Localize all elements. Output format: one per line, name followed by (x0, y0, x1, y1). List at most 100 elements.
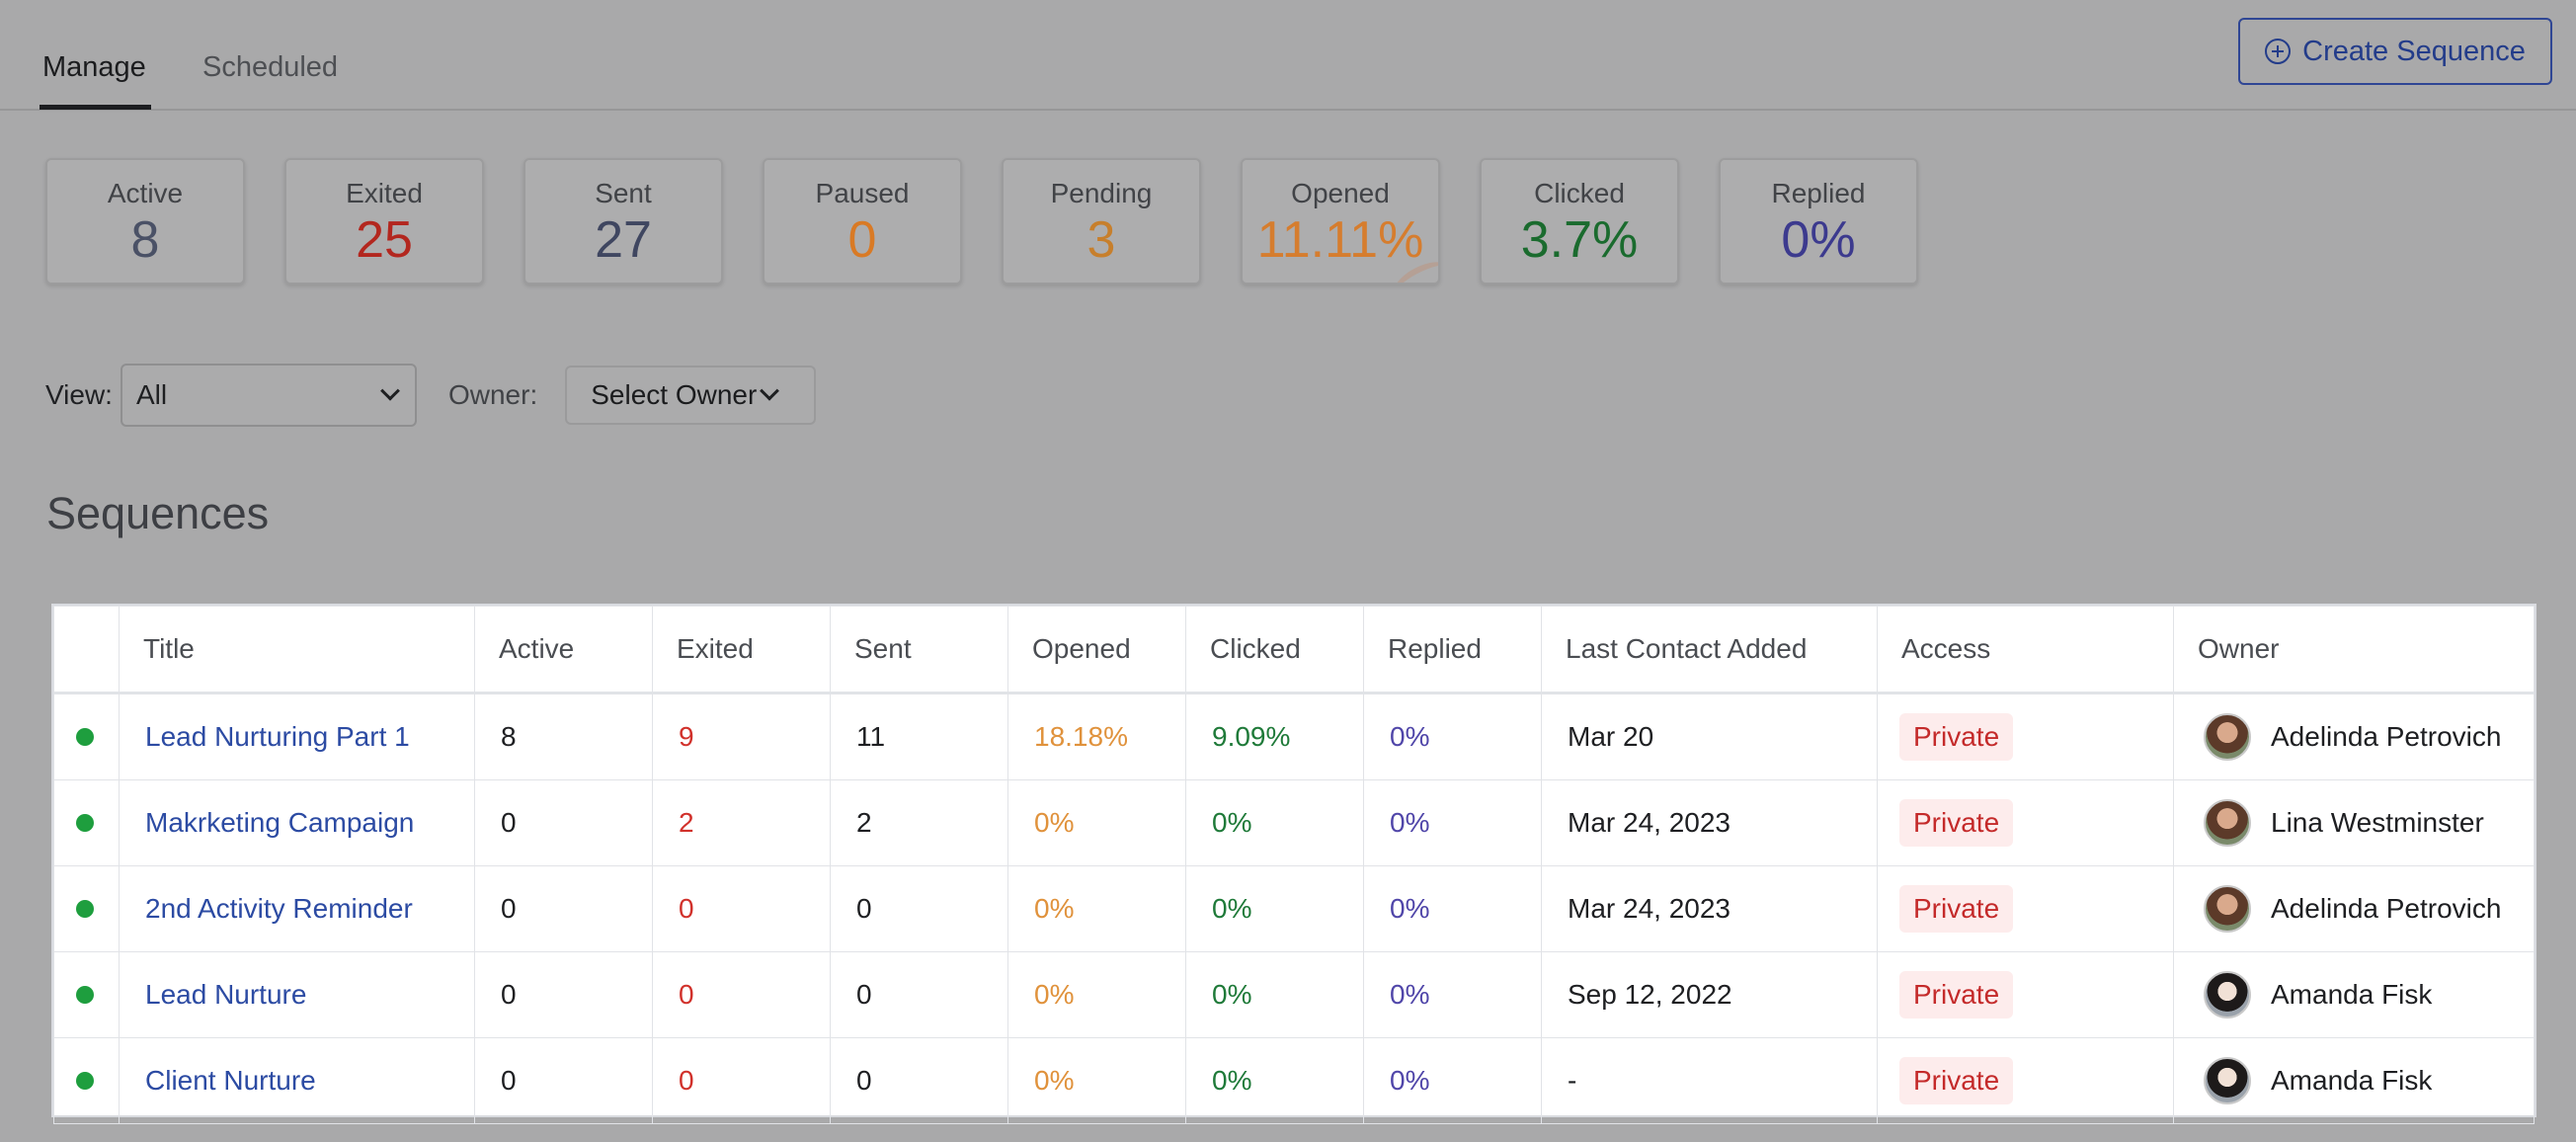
clicked-cell: 0% (1185, 951, 1364, 1038)
exited-cell: 2 (652, 779, 831, 866)
stat-card-opened: Opened 11.11% (1241, 158, 1440, 285)
access-badge: Private (1899, 713, 2014, 761)
access-badge: Private (1899, 799, 2014, 847)
stat-label: Paused (815, 178, 910, 208)
status-cell (53, 693, 120, 780)
sequence-title-link[interactable]: Lead Nurturing Part 1 (145, 721, 410, 752)
access-badge: Private (1899, 1057, 2014, 1104)
clicked-cell: 0% (1185, 865, 1364, 952)
sequences-table: Title Active Exited Sent Opened Clicked Replie… (51, 604, 2536, 1124)
stat-card-clicked: Clicked 3.7% (1480, 158, 1679, 285)
stat-label: Sent (595, 178, 652, 208)
clicked-cell: 9.09% (1185, 693, 1364, 780)
view-select[interactable]: All (120, 364, 417, 427)
exited-cell: 0 (652, 865, 831, 952)
access-badge: Private (1899, 971, 2014, 1019)
title-cell: Lead Nurture (119, 951, 475, 1038)
table-row[interactable]: Client Nurture 0 0 0 0% 0% 0% - Private Amanda Fi… (53, 1037, 2535, 1124)
stat-label: Replied (1771, 178, 1866, 208)
sequence-title-link[interactable]: Makrketing Campaign (145, 807, 415, 838)
stat-value: 27 (595, 211, 652, 269)
column-header-active: Active (474, 606, 653, 694)
owner-cell: Amanda Fisk (2173, 951, 2535, 1038)
active-status-dot (76, 728, 94, 746)
clicked-cell: 0% (1185, 1037, 1364, 1124)
stats-row: Active 8 Exited 25 Sent 27 Paused 0 Pending 3 Open… (45, 158, 1918, 285)
table-row[interactable]: Makrketing Campaign 0 2 2 0% 0% 0% Mar 24, 2023… (53, 779, 2535, 866)
sent-cell: 2 (830, 779, 1008, 866)
avatar (2204, 713, 2251, 761)
sequence-title-link[interactable]: 2nd Activity Reminder (145, 893, 413, 924)
status-cell (53, 865, 120, 952)
stat-card-replied: Replied 0% (1719, 158, 1918, 285)
access-cell: Private (1877, 1037, 2174, 1124)
active-cell: 0 (474, 1037, 653, 1124)
owner-select[interactable]: Select Owner (565, 366, 817, 425)
avatar (2204, 1057, 2251, 1104)
owner-name: Lina Westminster (2271, 807, 2484, 838)
stat-label: Active (107, 178, 184, 208)
sent-cell: 11 (830, 693, 1008, 780)
owner-select-value: Select Owner (591, 379, 758, 410)
table-row[interactable]: 2nd Activity Reminder 0 0 0 0% 0% 0% Mar 24, 20… (53, 865, 2535, 952)
title-cell: Client Nurture (119, 1037, 475, 1124)
access-cell: Private (1877, 865, 2174, 952)
sequence-title-link[interactable]: Client Nurture (145, 1065, 316, 1096)
stat-value: 3 (1087, 211, 1116, 269)
owner-cell: Amanda Fisk (2173, 1037, 2535, 1124)
last-contact-cell: Mar 24, 2023 (1541, 779, 1878, 866)
tab-scheduled[interactable]: Scheduled (202, 51, 339, 83)
view-label: View: (45, 379, 113, 410)
stat-value: 25 (356, 211, 413, 269)
top-tab-bar: Manage Scheduled Create Sequence (0, 0, 2576, 111)
exited-cell: 0 (652, 1037, 831, 1124)
sent-cell: 0 (830, 951, 1008, 1038)
filters-bar: View: All Owner: Select Owner (45, 364, 817, 427)
column-header-clicked: Clicked (1185, 606, 1364, 694)
avatar (2204, 885, 2251, 933)
stat-label: Exited (346, 178, 423, 208)
replied-cell: 0% (1363, 693, 1542, 780)
view-select-value: All (135, 379, 168, 410)
owner-cell: Lina Westminster (2173, 779, 2535, 866)
create-sequence-button[interactable]: Create Sequence (2238, 18, 2552, 85)
table-header-row: Title Active Exited Sent Opened Clicked Replie… (53, 606, 2535, 694)
active-status-dot (76, 1072, 94, 1090)
stat-card-sent: Sent 27 (523, 158, 723, 285)
opened-cell: 0% (1007, 1037, 1186, 1124)
stat-card-pending: Pending 3 (1002, 158, 1201, 285)
title-cell: Lead Nurturing Part 1 (119, 693, 475, 780)
access-cell: Private (1877, 779, 2174, 866)
sequence-title-link[interactable]: Lead Nurture (145, 979, 307, 1010)
owner-name: Amanda Fisk (2271, 1065, 2433, 1096)
access-cell: Private (1877, 951, 2174, 1038)
column-header-access: Access (1877, 606, 2174, 694)
active-tab-indicator (40, 105, 151, 110)
owner-name: Adelinda Petrovich (2271, 893, 2502, 924)
chevron-down-icon (760, 380, 780, 401)
opened-cell: 0% (1007, 951, 1186, 1038)
replied-cell: 0% (1363, 865, 1542, 952)
sent-cell: 0 (830, 865, 1008, 952)
plus-circle-icon (2265, 39, 2292, 64)
replied-cell: 0% (1363, 779, 1542, 866)
stat-value: 3.7% (1520, 211, 1639, 269)
active-cell: 0 (474, 865, 653, 952)
table-row[interactable]: Lead Nurture 0 0 0 0% 0% 0% Sep 12, 2022 Private… (53, 951, 2535, 1038)
replied-cell: 0% (1363, 951, 1542, 1038)
owner-cell: Adelinda Petrovich (2173, 693, 2535, 780)
status-cell (53, 779, 120, 866)
active-status-dot (76, 814, 94, 832)
column-header-exited: Exited (652, 606, 831, 694)
column-header-title: Title (119, 606, 475, 694)
stat-value: 0 (847, 211, 877, 269)
last-contact-cell: Mar 24, 2023 (1541, 865, 1878, 952)
tab-manage[interactable]: Manage (42, 51, 146, 83)
active-status-dot (76, 900, 94, 918)
stat-label: Clicked (1534, 178, 1625, 208)
owner-name: Adelinda Petrovich (2271, 721, 2502, 752)
table-row[interactable]: Lead Nurturing Part 1 8 9 11 18.18% 9.09% 0% Ma… (53, 693, 2535, 780)
column-header-last-contact-added: Last Contact Added (1541, 606, 1878, 694)
column-header-owner: Owner (2173, 606, 2535, 694)
owner-name: Amanda Fisk (2271, 979, 2433, 1010)
